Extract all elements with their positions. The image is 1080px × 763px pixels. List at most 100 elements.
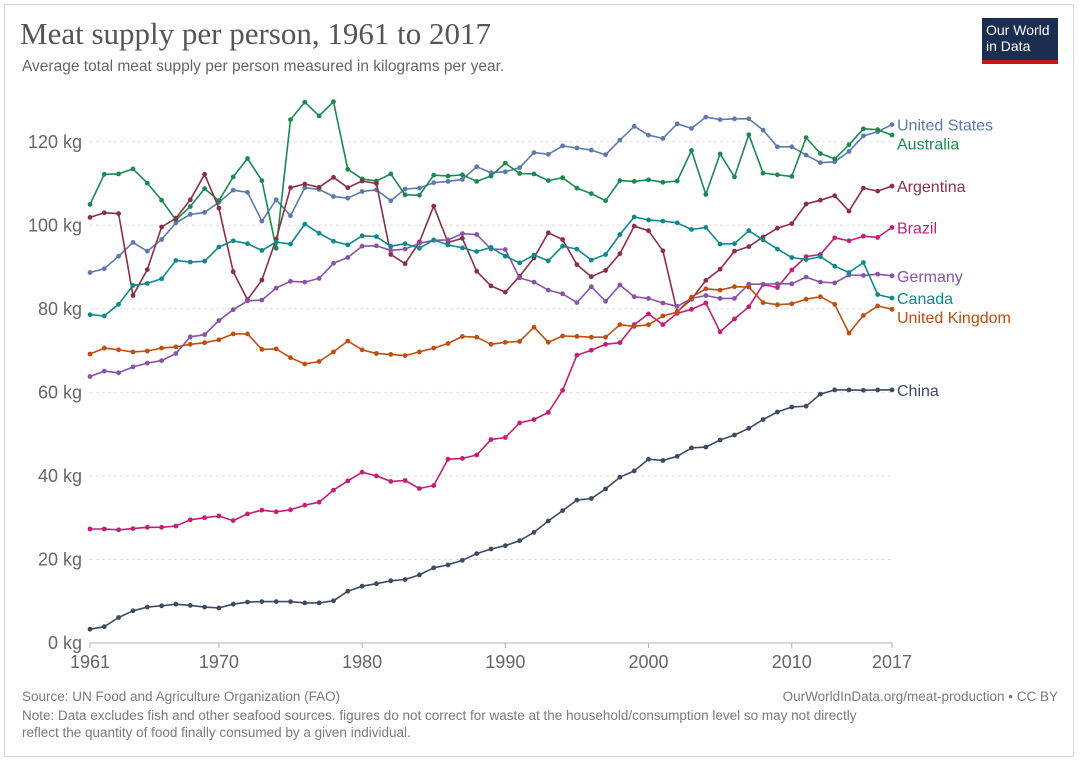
- data-point: [331, 598, 336, 604]
- data-point: [202, 515, 208, 521]
- x-tick-label: 2017: [872, 652, 912, 672]
- data-point: [202, 171, 208, 177]
- data-point: [717, 296, 723, 301]
- data-point: [689, 227, 694, 232]
- data-point: [861, 133, 866, 139]
- data-point: [703, 114, 709, 120]
- data-point: [517, 538, 522, 544]
- data-point: [531, 417, 537, 422]
- data-point: [617, 474, 623, 480]
- data-point: [331, 260, 336, 266]
- data-point: [302, 279, 308, 285]
- data-point: [474, 268, 480, 274]
- data-point: [230, 269, 236, 275]
- data-point: [517, 275, 522, 281]
- data-point: [631, 294, 637, 300]
- data-point: [517, 260, 522, 266]
- data-point: [316, 276, 322, 281]
- data-point: [631, 468, 637, 474]
- data-point: [288, 213, 293, 219]
- data-point: [474, 334, 480, 340]
- data-point: [531, 252, 537, 258]
- data-point: [703, 225, 709, 230]
- data-point: [202, 332, 208, 338]
- data-point: [588, 347, 594, 353]
- data-point: [832, 301, 838, 307]
- data-point: [560, 291, 565, 297]
- data-point: [302, 99, 308, 105]
- data-point: [689, 445, 694, 451]
- data-point: [273, 245, 279, 251]
- data-point: [144, 360, 150, 366]
- data-point: [101, 526, 107, 532]
- data-point: [187, 204, 193, 209]
- data-point: [818, 254, 823, 259]
- source-url-link[interactable]: OurWorldInData.org/meat-production • CC …: [782, 689, 1058, 704]
- data-point: [545, 151, 551, 157]
- data-point: [101, 313, 107, 319]
- data-point: [703, 286, 709, 292]
- data-point: [588, 191, 594, 197]
- data-point: [803, 201, 809, 207]
- data-point: [288, 599, 293, 604]
- data-point: [359, 469, 365, 475]
- data-point: [560, 175, 565, 181]
- data-point: [417, 185, 422, 191]
- data-point: [116, 211, 121, 217]
- data-point: [316, 230, 322, 236]
- data-point: [245, 189, 250, 195]
- data-point: [144, 281, 150, 286]
- data-point: [130, 166, 136, 172]
- data-point: [617, 232, 623, 237]
- data-point: [703, 300, 709, 306]
- data-point: [517, 339, 522, 344]
- data-point: [746, 304, 752, 310]
- data-point: [417, 486, 422, 491]
- data-point: [545, 339, 551, 345]
- data-point: [331, 194, 336, 199]
- data-point: [402, 186, 408, 192]
- y-tick-label: 0 kg: [48, 633, 82, 653]
- data-point: [818, 197, 823, 203]
- data-point: [445, 456, 451, 462]
- data-point: [316, 359, 322, 364]
- data-point: [388, 352, 394, 357]
- x-tick-label: 1990: [485, 652, 525, 672]
- data-point: [259, 277, 265, 283]
- data-point: [431, 483, 437, 488]
- data-point: [603, 341, 608, 347]
- data-point: [789, 144, 795, 150]
- data-point: [431, 345, 437, 351]
- data-point: [875, 235, 881, 240]
- data-point: [775, 246, 780, 252]
- data-point: [144, 348, 150, 354]
- data-point: [187, 334, 193, 340]
- source-note: Source: UN Food and Agriculture Organiza…: [22, 689, 341, 704]
- series-germany: [87, 231, 895, 379]
- series-label: United States: [897, 118, 993, 135]
- data-point: [216, 205, 222, 211]
- series-united-states: [87, 114, 895, 275]
- data-point: [775, 285, 780, 290]
- data-point: [216, 318, 222, 323]
- data-point: [316, 499, 322, 505]
- data-point: [674, 303, 680, 309]
- data-point: [230, 174, 236, 180]
- data-point: [803, 403, 809, 409]
- data-point: [388, 171, 394, 177]
- footnote-line-2: reflect the quantity of food finally con…: [22, 725, 411, 740]
- data-point: [159, 603, 165, 609]
- data-point: [603, 152, 608, 158]
- owid-logo[interactable]: Our World in Data: [982, 18, 1058, 64]
- data-point: [345, 166, 351, 172]
- data-point: [130, 283, 136, 288]
- data-point: [216, 605, 222, 611]
- data-point: [717, 287, 723, 293]
- data-point: [101, 368, 107, 374]
- data-point: [760, 281, 766, 287]
- data-point: [216, 337, 222, 343]
- data-point: [259, 347, 265, 352]
- data-point: [173, 344, 179, 350]
- data-point: [603, 334, 608, 340]
- data-point: [832, 263, 838, 269]
